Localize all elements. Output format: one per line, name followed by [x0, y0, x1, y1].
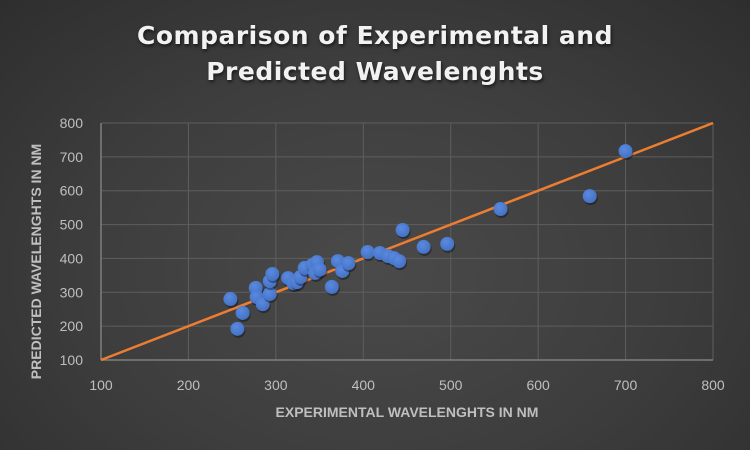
y-tick-label: 800	[60, 115, 84, 131]
gridlines	[101, 122, 714, 360]
y-tick-label: 300	[60, 284, 84, 300]
data-point	[265, 267, 280, 282]
y-tick-label: 500	[60, 217, 84, 233]
tick-labels: 100 200 300 400 500 600 700 800 100 200 300 400 500 6…	[60, 115, 725, 393]
x-tick-label: 600	[526, 377, 550, 393]
chart-title: Comparison of Experimental and Predicted…	[0, 18, 750, 90]
data-point	[392, 254, 407, 269]
data-point	[230, 321, 245, 336]
y-axis-title: PREDICTED WAVELENGHTS IN NM	[28, 144, 44, 379]
data-point	[395, 222, 410, 237]
x-axis-title: EXPERIMENTAL WAVELENGHTS IN NM	[276, 404, 539, 420]
x-tick-label: 400	[352, 377, 376, 393]
chart-title-line-1: Comparison of Experimental and	[137, 21, 613, 50]
x-tick-label: 200	[177, 377, 201, 393]
data-point	[618, 144, 633, 159]
y-tick-label: 400	[60, 250, 84, 266]
data-points	[223, 144, 634, 338]
x-tick-label: 100	[89, 377, 113, 393]
y-tick-label: 600	[60, 183, 84, 199]
x-tick-label: 300	[264, 377, 288, 393]
data-point	[360, 244, 375, 259]
x-tick-label: 700	[614, 377, 638, 393]
data-point	[235, 305, 250, 320]
data-point	[341, 256, 356, 271]
reference-line-group	[100, 121, 714, 362]
data-point	[262, 286, 277, 301]
data-point	[493, 201, 508, 216]
chart-title-line-2: Predicted Wavelenghts	[206, 57, 544, 86]
y-tick-label: 700	[60, 149, 84, 165]
data-point	[582, 189, 597, 204]
x-tick-label: 500	[439, 377, 463, 393]
data-point	[416, 239, 431, 254]
y-tick-label: 100	[60, 352, 84, 368]
data-point	[324, 279, 339, 294]
data-point	[312, 262, 327, 277]
data-point	[255, 297, 270, 312]
data-point	[440, 236, 455, 251]
axes	[100, 123, 713, 361]
data-point	[223, 292, 238, 307]
y-tick-label: 200	[60, 318, 84, 334]
x-tick-label: 800	[701, 377, 725, 393]
reference-line	[100, 121, 714, 362]
